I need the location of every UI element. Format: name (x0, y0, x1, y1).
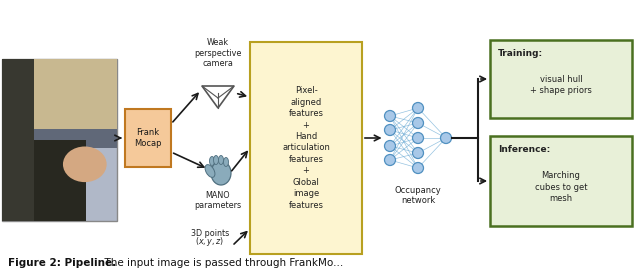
Circle shape (385, 155, 396, 166)
Bar (2, 59, 34, 221)
Bar (34, 140, 86, 221)
Circle shape (413, 147, 424, 158)
Bar (490, 40, 632, 118)
Circle shape (413, 102, 424, 113)
Circle shape (385, 140, 396, 152)
Circle shape (413, 132, 424, 144)
Text: Inference:: Inference: (498, 145, 550, 153)
Text: Training:: Training: (498, 49, 543, 57)
Ellipse shape (205, 164, 215, 177)
Text: The input image is passed through FrankMo...: The input image is passed through FrankM… (98, 258, 343, 268)
Circle shape (440, 132, 451, 144)
Bar (490, 136, 632, 226)
Text: Occupancy
network: Occupancy network (395, 186, 442, 205)
Circle shape (385, 124, 396, 136)
Bar (34, 129, 117, 148)
Text: visual hull
+ shape priors: visual hull + shape priors (530, 75, 592, 95)
Ellipse shape (211, 161, 231, 185)
Text: Weak
perspective
camera: Weak perspective camera (195, 38, 242, 68)
Circle shape (385, 110, 396, 121)
Circle shape (413, 118, 424, 129)
Ellipse shape (214, 155, 218, 164)
Text: MANO
parameters: MANO parameters (195, 191, 241, 210)
Ellipse shape (63, 147, 107, 182)
Ellipse shape (209, 156, 214, 166)
Text: Marching
cubes to get
mesh: Marching cubes to get mesh (535, 171, 588, 203)
Bar (2, 59, 117, 221)
Bar (125, 109, 171, 167)
Text: $(x,y,z)$: $(x,y,z)$ (195, 235, 225, 248)
Bar (2, 59, 117, 132)
Ellipse shape (223, 158, 228, 166)
Text: Frank
Mocap: Frank Mocap (134, 128, 162, 148)
Text: Figure 2: Pipeline.: Figure 2: Pipeline. (8, 258, 116, 268)
Text: 3D points: 3D points (191, 229, 229, 238)
Circle shape (413, 163, 424, 174)
Text: Pixel-
aligned
features
+
Hand
articulation
features
+
Global
image
features: Pixel- aligned features + Hand articulat… (282, 86, 330, 210)
Bar (250, 42, 362, 254)
Ellipse shape (218, 155, 223, 164)
